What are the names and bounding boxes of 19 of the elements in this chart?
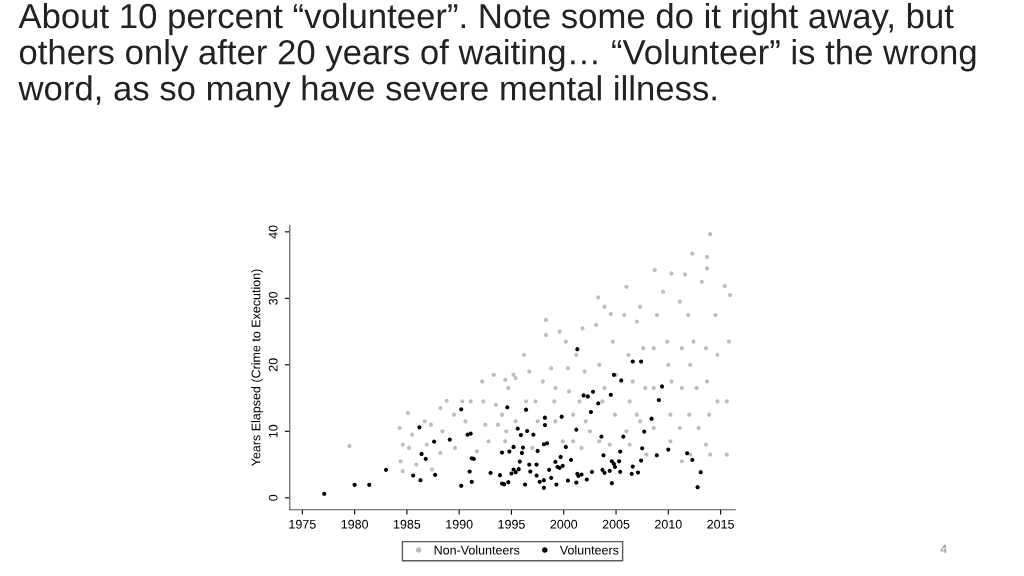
y-tick-label: 20: [268, 358, 278, 372]
legend-label: Volunteers: [559, 545, 619, 555]
x-tick-label: 1990: [446, 519, 473, 529]
x-tick-label: 1980: [341, 519, 369, 529]
legend-label: Non-Volunteers: [434, 545, 520, 555]
x-tick-label: 1985: [393, 519, 421, 529]
x-tick-label: 2010: [655, 519, 682, 529]
y-tick-label: 40: [268, 225, 278, 239]
y-tick-label: 10: [268, 424, 278, 438]
y-tick-label: 0: [268, 494, 278, 501]
x-tick-label: 1995: [498, 519, 525, 529]
text: 4: [940, 544, 947, 554]
x-tick-label: 2005: [602, 519, 630, 529]
x-tick-label: 2000: [550, 519, 578, 529]
y-tick-label: 30: [268, 291, 278, 305]
x-tick-label: 1975: [289, 519, 316, 529]
x-tick-label: 2015: [707, 519, 734, 529]
chart-title: About 10 percent “volunteer”. Note some do it right away, but others only after 20 years of waiting… “Volunteer” is the wrong word, as so many have severe mental illness.: [18, 2, 976, 108]
y-axis-title: Years Elapsed (Crime to Execution): [251, 269, 263, 466]
